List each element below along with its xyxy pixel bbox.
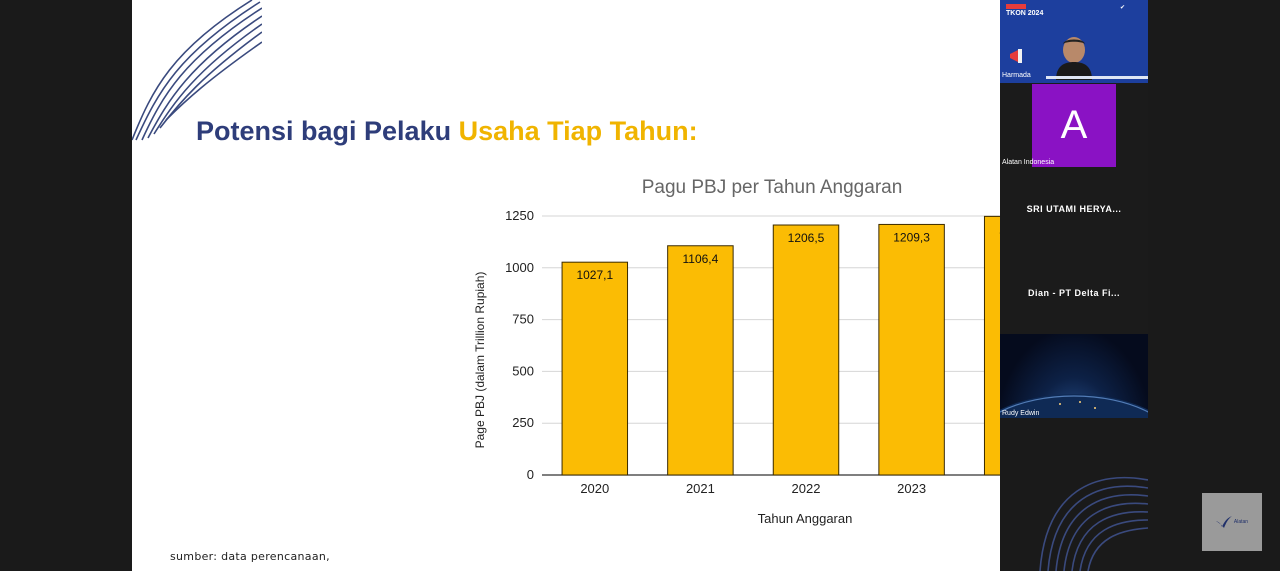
participant-name: Dian - PT Delta Fi... [1027, 287, 1120, 298]
earth-background [1000, 394, 1148, 418]
chart-title: Pagu PBJ per Tahun Anggaran [642, 177, 903, 198]
y-tick-label: 250 [512, 415, 534, 430]
person-video [1056, 37, 1092, 80]
bar-2021 [667, 245, 734, 476]
bar-2022 [772, 224, 840, 476]
bar-2020 [561, 261, 629, 476]
participant-video-panel: TKON 2024 ✔ Harmada A Alatan Indonesia S… [1000, 0, 1148, 418]
host-logo-icon: ✔ [1120, 5, 1126, 11]
lower-third-strip [1046, 76, 1148, 79]
presentation-slide: Potensi bagi Pelaku Usaha Tiap Tahun: Pa… [132, 0, 1000, 571]
wave-decoration-bottom [1039, 476, 1148, 571]
data-label: 1206,5 [788, 231, 825, 245]
host-event-label: TKON 2024 [1006, 10, 1044, 17]
bar-2023 [878, 223, 945, 476]
participant-tile-dian[interactable]: Dian - PT Delta Fi... [1000, 251, 1148, 334]
participant-name: Alatan Indonesia [1002, 159, 1055, 166]
bar-chart: Pagu PBJ per Tahun Anggaran 0 250 500 750 10… [473, 177, 1000, 526]
source-note: sumber: data perencanaan, [170, 550, 330, 563]
participant-name: SRI UTAMI HERYA... [1026, 204, 1122, 214]
participant-tile-rudy[interactable]: Rudy Edwin [1000, 334, 1148, 418]
mini-logo-text: Alatan [1233, 519, 1249, 525]
y-tick-label: 750 [512, 312, 534, 327]
y-axis-label: Page PBJ (dalam Trillion Rupiah) [473, 272, 487, 449]
participant-name: Rudy Edwin [1002, 410, 1040, 417]
x-tick-label: 2022 [792, 481, 821, 496]
participant-tile-sri[interactable]: SRI UTAMI HERYA... [1000, 167, 1148, 251]
x-tick-label: 2020 [580, 481, 609, 496]
y-tick-label: 1250 [505, 208, 534, 223]
data-label: 1027,1 [576, 268, 613, 282]
wave-decoration [132, 0, 262, 141]
y-tick-label: 1000 [505, 260, 534, 275]
y-tick-label: 500 [512, 363, 534, 378]
data-label: 1106,4 [682, 252, 718, 266]
event-badge [1006, 4, 1026, 9]
bar-layer: 1027,1 1106,4 1206,5 1209,3 1248,2 [561, 215, 1000, 476]
x-axis-label: Tahun Anggaran [758, 511, 853, 526]
data-label: 1248,2 [999, 222, 1000, 236]
grid-layer: 0 250 500 750 1000 1250 [505, 208, 1000, 482]
megaphone-icon [1010, 49, 1022, 63]
y-tick-label: 0 [527, 467, 534, 482]
x-tick-label: 2023 [897, 481, 926, 496]
alatan-indonesia-logo-icon: Alatan [1202, 493, 1262, 551]
slide-title-part2: Usaha Tiap Tahun: [458, 116, 698, 146]
data-label: 1209,3 [893, 230, 930, 244]
slide-title: Potensi bagi Pelaku Usaha Tiap Tahun: [196, 116, 698, 147]
mini-checkmark-icon [1215, 516, 1232, 528]
participant-tile-host[interactable]: TKON 2024 ✔ Harmada [1000, 0, 1148, 83]
participant-name: Harmada [1002, 72, 1031, 79]
bar-2024 [983, 215, 1000, 476]
avatar: A [1032, 84, 1116, 167]
x-tick-layer: 2020 2021 2022 2023 2024 [580, 481, 926, 496]
x-tick-label: 2021 [686, 481, 715, 496]
participant-tile-alatan[interactable]: A Alatan Indonesia [1000, 84, 1148, 167]
slide-title-part1: Potensi bagi Pelaku [196, 116, 452, 146]
